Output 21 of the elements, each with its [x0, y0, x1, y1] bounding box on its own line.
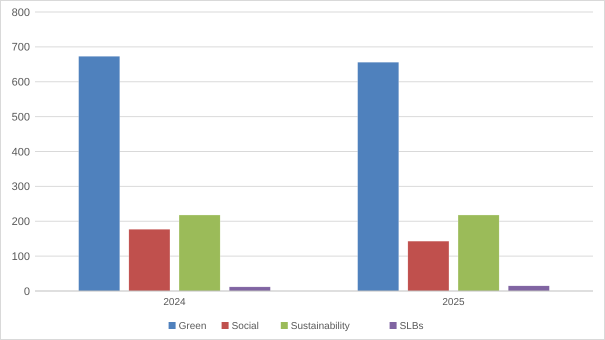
y-tick-label: 600: [12, 76, 30, 89]
y-tick-label: 700: [12, 42, 30, 54]
y-tick-label: 100: [12, 250, 30, 263]
legend-label: Social: [232, 321, 259, 332]
legend-label: Green: [178, 321, 206, 332]
y-tick-label: 800: [12, 6, 30, 19]
y-tick-label: 400: [12, 146, 30, 158]
y-tick-label: 500: [12, 111, 30, 124]
bar: [178, 214, 220, 292]
y-tick-label: 200: [12, 216, 30, 228]
x-tick-label: 2024: [163, 297, 186, 308]
y-tick-label: 0: [24, 286, 30, 298]
y-tick-label: 300: [12, 181, 30, 194]
bar: [458, 214, 500, 292]
bar: [357, 62, 400, 292]
x-tick-label: 2025: [442, 297, 466, 308]
bar: [408, 240, 450, 292]
legend-label: SLBs: [400, 321, 424, 332]
bar: [128, 229, 170, 292]
legend-label: Sustainability: [290, 321, 350, 332]
bar: [78, 56, 120, 292]
